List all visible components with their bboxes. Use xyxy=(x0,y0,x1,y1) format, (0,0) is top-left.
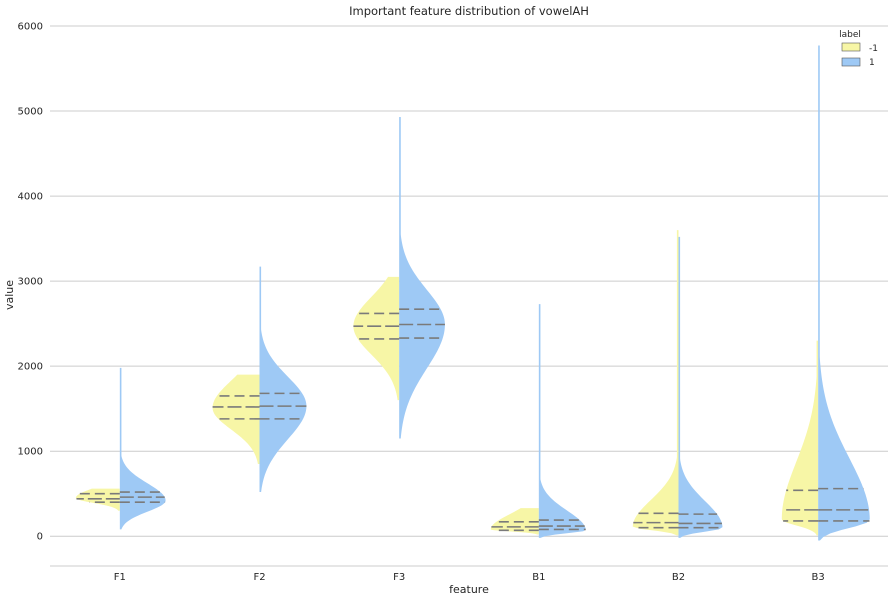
y-tick-label: 6000 xyxy=(18,22,43,33)
y-tick-label: 4000 xyxy=(18,192,43,203)
violin-half-B3-label--1 xyxy=(781,340,819,536)
violin-half-F1-label--1 xyxy=(75,488,120,511)
x-tick-label: B1 xyxy=(532,572,545,583)
legend-label-neg1: -1 xyxy=(869,44,878,54)
violin-half-B2-label--1 xyxy=(632,230,679,536)
violin-half-F2-label-1 xyxy=(259,266,307,493)
x-tick-label: F1 xyxy=(114,572,126,583)
violins xyxy=(75,45,870,541)
x-axis-label: feature xyxy=(449,583,489,596)
legend-label-pos1: 1 xyxy=(869,58,875,68)
y-tick-label: 3000 xyxy=(18,277,43,288)
legend: label -1 1 xyxy=(839,30,878,68)
violin-half-F3-label-1 xyxy=(399,116,445,439)
x-tick-label: B2 xyxy=(672,572,685,583)
x-tick-label: B3 xyxy=(812,572,825,583)
y-tick-label: 0 xyxy=(37,532,43,543)
x-tick-label: F2 xyxy=(253,572,265,583)
gridlines xyxy=(50,25,888,537)
violin-half-B1-label-1 xyxy=(538,304,586,538)
quartile-lines xyxy=(76,308,870,532)
y-tick-labels: 0 1000 2000 3000 4000 5000 6000 xyxy=(18,22,43,543)
y-tick-label: 2000 xyxy=(18,362,43,373)
y-tick-label: 5000 xyxy=(18,107,43,118)
legend-title: label xyxy=(839,30,861,40)
x-tick-labels: F1 F2 F3 B1 B2 B3 xyxy=(114,572,825,583)
y-tick-label: 1000 xyxy=(18,447,43,458)
violin-half-B3-label-1 xyxy=(818,45,870,541)
legend-swatch-pos1 xyxy=(841,57,861,67)
legend-swatch-neg1 xyxy=(841,42,861,52)
x-tick-label: F3 xyxy=(393,572,405,583)
violin-half-F1-label-1 xyxy=(119,367,166,530)
y-axis-label: value xyxy=(3,280,16,310)
violin-half-B2-label-1 xyxy=(678,236,723,538)
chart-title: Important feature distribution of vowelA… xyxy=(349,4,589,18)
